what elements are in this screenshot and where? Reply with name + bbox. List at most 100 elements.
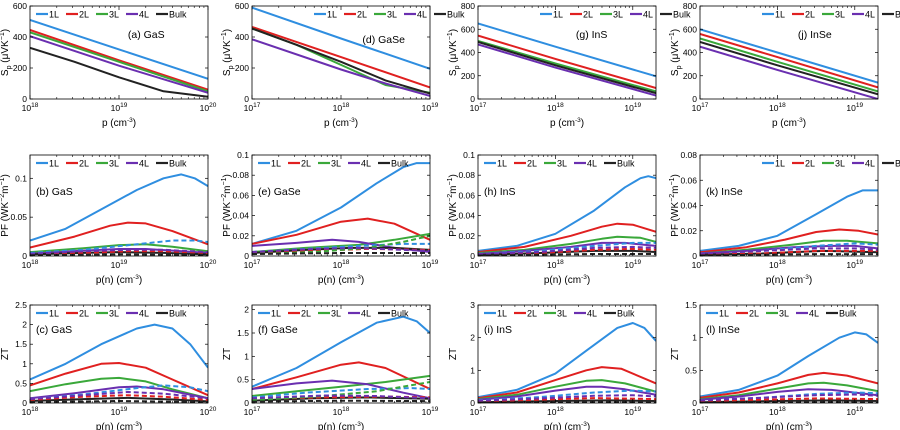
x-tick-label: 1018 — [22, 259, 39, 270]
x-tick-label: 1019 — [111, 406, 128, 417]
y-tick-label: 800 — [461, 1, 475, 11]
x-axis-label: p(n) (cm-3) — [318, 421, 364, 430]
series-line-2L — [478, 34, 656, 89]
legend-label-3L: 3L — [109, 10, 119, 20]
x-tick-label: 1019 — [422, 102, 439, 113]
series-line-1L — [252, 162, 430, 245]
y-axis-label: PF (WK−2m−1) — [221, 174, 233, 237]
series-line-1L — [252, 315, 430, 388]
legend: 1L 2L 3L 4L Bulk — [36, 10, 187, 20]
legend: 1L 2L 3L 4L Bulk — [258, 159, 409, 169]
y-tick-label: 400 — [235, 32, 249, 42]
y-tick-label: 0 — [22, 398, 27, 408]
legend-label-1L: 1L — [553, 10, 563, 20]
series-line-2L-dashed — [478, 397, 656, 403]
series-group — [700, 28, 878, 99]
legend-label-1L: 1L — [775, 10, 785, 20]
legend-label-3L: 3L — [835, 10, 845, 20]
series-group — [252, 6, 430, 97]
series-line-4L — [700, 388, 878, 401]
y-tick-label: 0.02 — [680, 226, 697, 236]
legend-label-Bulk: Bulk — [895, 10, 900, 20]
y-tick-label: 400 — [683, 48, 697, 58]
x-tick-label: 1019 — [422, 259, 439, 270]
y-tick-label: 0 — [244, 398, 249, 408]
series-line-1L — [478, 175, 656, 252]
series-line-2L — [700, 32, 878, 89]
series-line-3L — [30, 376, 208, 400]
y-tick-label: 0.04 — [232, 211, 249, 221]
y-axis-label: ZT — [448, 348, 459, 360]
series-group — [30, 19, 208, 98]
panel-title: (l) InSe — [706, 324, 740, 336]
y-tick-label: 200 — [683, 71, 697, 81]
panel-title: (h) InS — [484, 186, 516, 198]
x-axis-label: p(n) (cm-3) — [96, 274, 142, 286]
x-tick-label: 1018 — [769, 259, 786, 270]
x-tick-label: 1019 — [846, 406, 863, 417]
series-line-Bulk-dashed — [700, 401, 878, 403]
y-axis-label: PF (WK−2m−1) — [669, 174, 681, 237]
series-line-1L-dashed — [30, 239, 208, 254]
legend-label-4L: 4L — [643, 10, 653, 20]
x-tick-label: 1019 — [624, 102, 641, 113]
x-tick-label: 1018 — [769, 102, 786, 113]
x-tick-label: 1017 — [244, 259, 261, 270]
y-tick-label: 1.5 — [685, 300, 697, 310]
series-line-2L — [252, 25, 430, 89]
y-tick-label: 0 — [692, 94, 697, 104]
chart-panel-d: 0 200 400 600 1017 1018 1019 p (cm-3) Sp (μVK−1)… — [221, 1, 465, 129]
series-line-4L — [478, 385, 656, 401]
series-line-3L — [30, 243, 208, 254]
series-group — [30, 173, 208, 256]
legend-label-2L: 2L — [301, 309, 311, 319]
series-line-4L-dashed — [252, 246, 430, 253]
x-tick-label: 1020 — [200, 102, 217, 113]
panel-title: (e) GaSe — [258, 186, 301, 198]
y-tick-label: 1 — [22, 359, 27, 369]
legend-label-2L: 2L — [805, 159, 815, 169]
series-line-4L-dashed — [252, 394, 430, 400]
series-line-1L-dashed — [252, 387, 430, 399]
chart-panel-f: 0 0.5 1 1.5 2 1017 1018 1019 p(n) (cm-3) ZT (f) Ga… — [222, 304, 439, 430]
series-line-1L — [700, 189, 878, 252]
panel-title: (c) GaS — [36, 324, 72, 336]
x-axis-label: p(n) (cm-3) — [544, 274, 590, 286]
series-line-2L-dashed — [30, 250, 208, 256]
x-axis-label: p(n) (cm-3) — [96, 421, 142, 430]
y-tick-label: 0 — [470, 94, 475, 104]
x-tick-label: 1017 — [470, 406, 487, 417]
series-line-4L-dashed — [478, 245, 656, 255]
legend-label-2L: 2L — [749, 309, 759, 319]
x-tick-label: 1018 — [769, 406, 786, 417]
y-tick-label: 600 — [13, 1, 27, 11]
y-tick-label: 200 — [235, 63, 249, 73]
series-line-Bulk — [30, 46, 208, 98]
chart-panel-h: 0 0.02 0.04 0.06 0.08 0.1 1017 1018 1019 p(n) (cm… — [447, 150, 657, 286]
x-axis-label: p (cm-3) — [324, 117, 358, 129]
plot-frame — [477, 304, 657, 404]
y-tick-label: 1 — [692, 333, 697, 343]
legend-label-Bulk: Bulk — [169, 10, 187, 20]
series-line-4L-dashed — [478, 394, 656, 402]
legend: 1L 2L 3L 4L Bulk — [484, 309, 635, 319]
legend: 1L 2L 3L 4L Bulk — [36, 159, 187, 169]
series-line-Bulk — [30, 396, 208, 403]
legend-label-3L: 3L — [557, 159, 567, 169]
legend-label-1L: 1L — [49, 10, 59, 20]
legend-label-3L: 3L — [331, 309, 341, 319]
legend-label-3L: 3L — [109, 309, 119, 319]
series-line-Bulk — [700, 41, 878, 96]
y-axis-label: PF (WK−2m−1) — [447, 174, 459, 237]
legend-label-2L: 2L — [357, 10, 367, 20]
chart-panel-e: 0 0.02 0.04 0.06 0.08 0.1 1017 1018 1019 p(n) (cm… — [221, 150, 439, 286]
series-line-Bulk — [478, 41, 656, 95]
legend-label-4L: 4L — [361, 159, 371, 169]
series-line-1L — [478, 22, 656, 78]
legend-label-1L: 1L — [271, 159, 281, 169]
series-line-4L — [252, 379, 430, 400]
y-tick-label: 0.04 — [680, 201, 697, 211]
y-tick-label: 0.5 — [685, 365, 697, 375]
x-tick-label: 1018 — [547, 102, 564, 113]
y-tick-label: 0.02 — [458, 231, 475, 241]
